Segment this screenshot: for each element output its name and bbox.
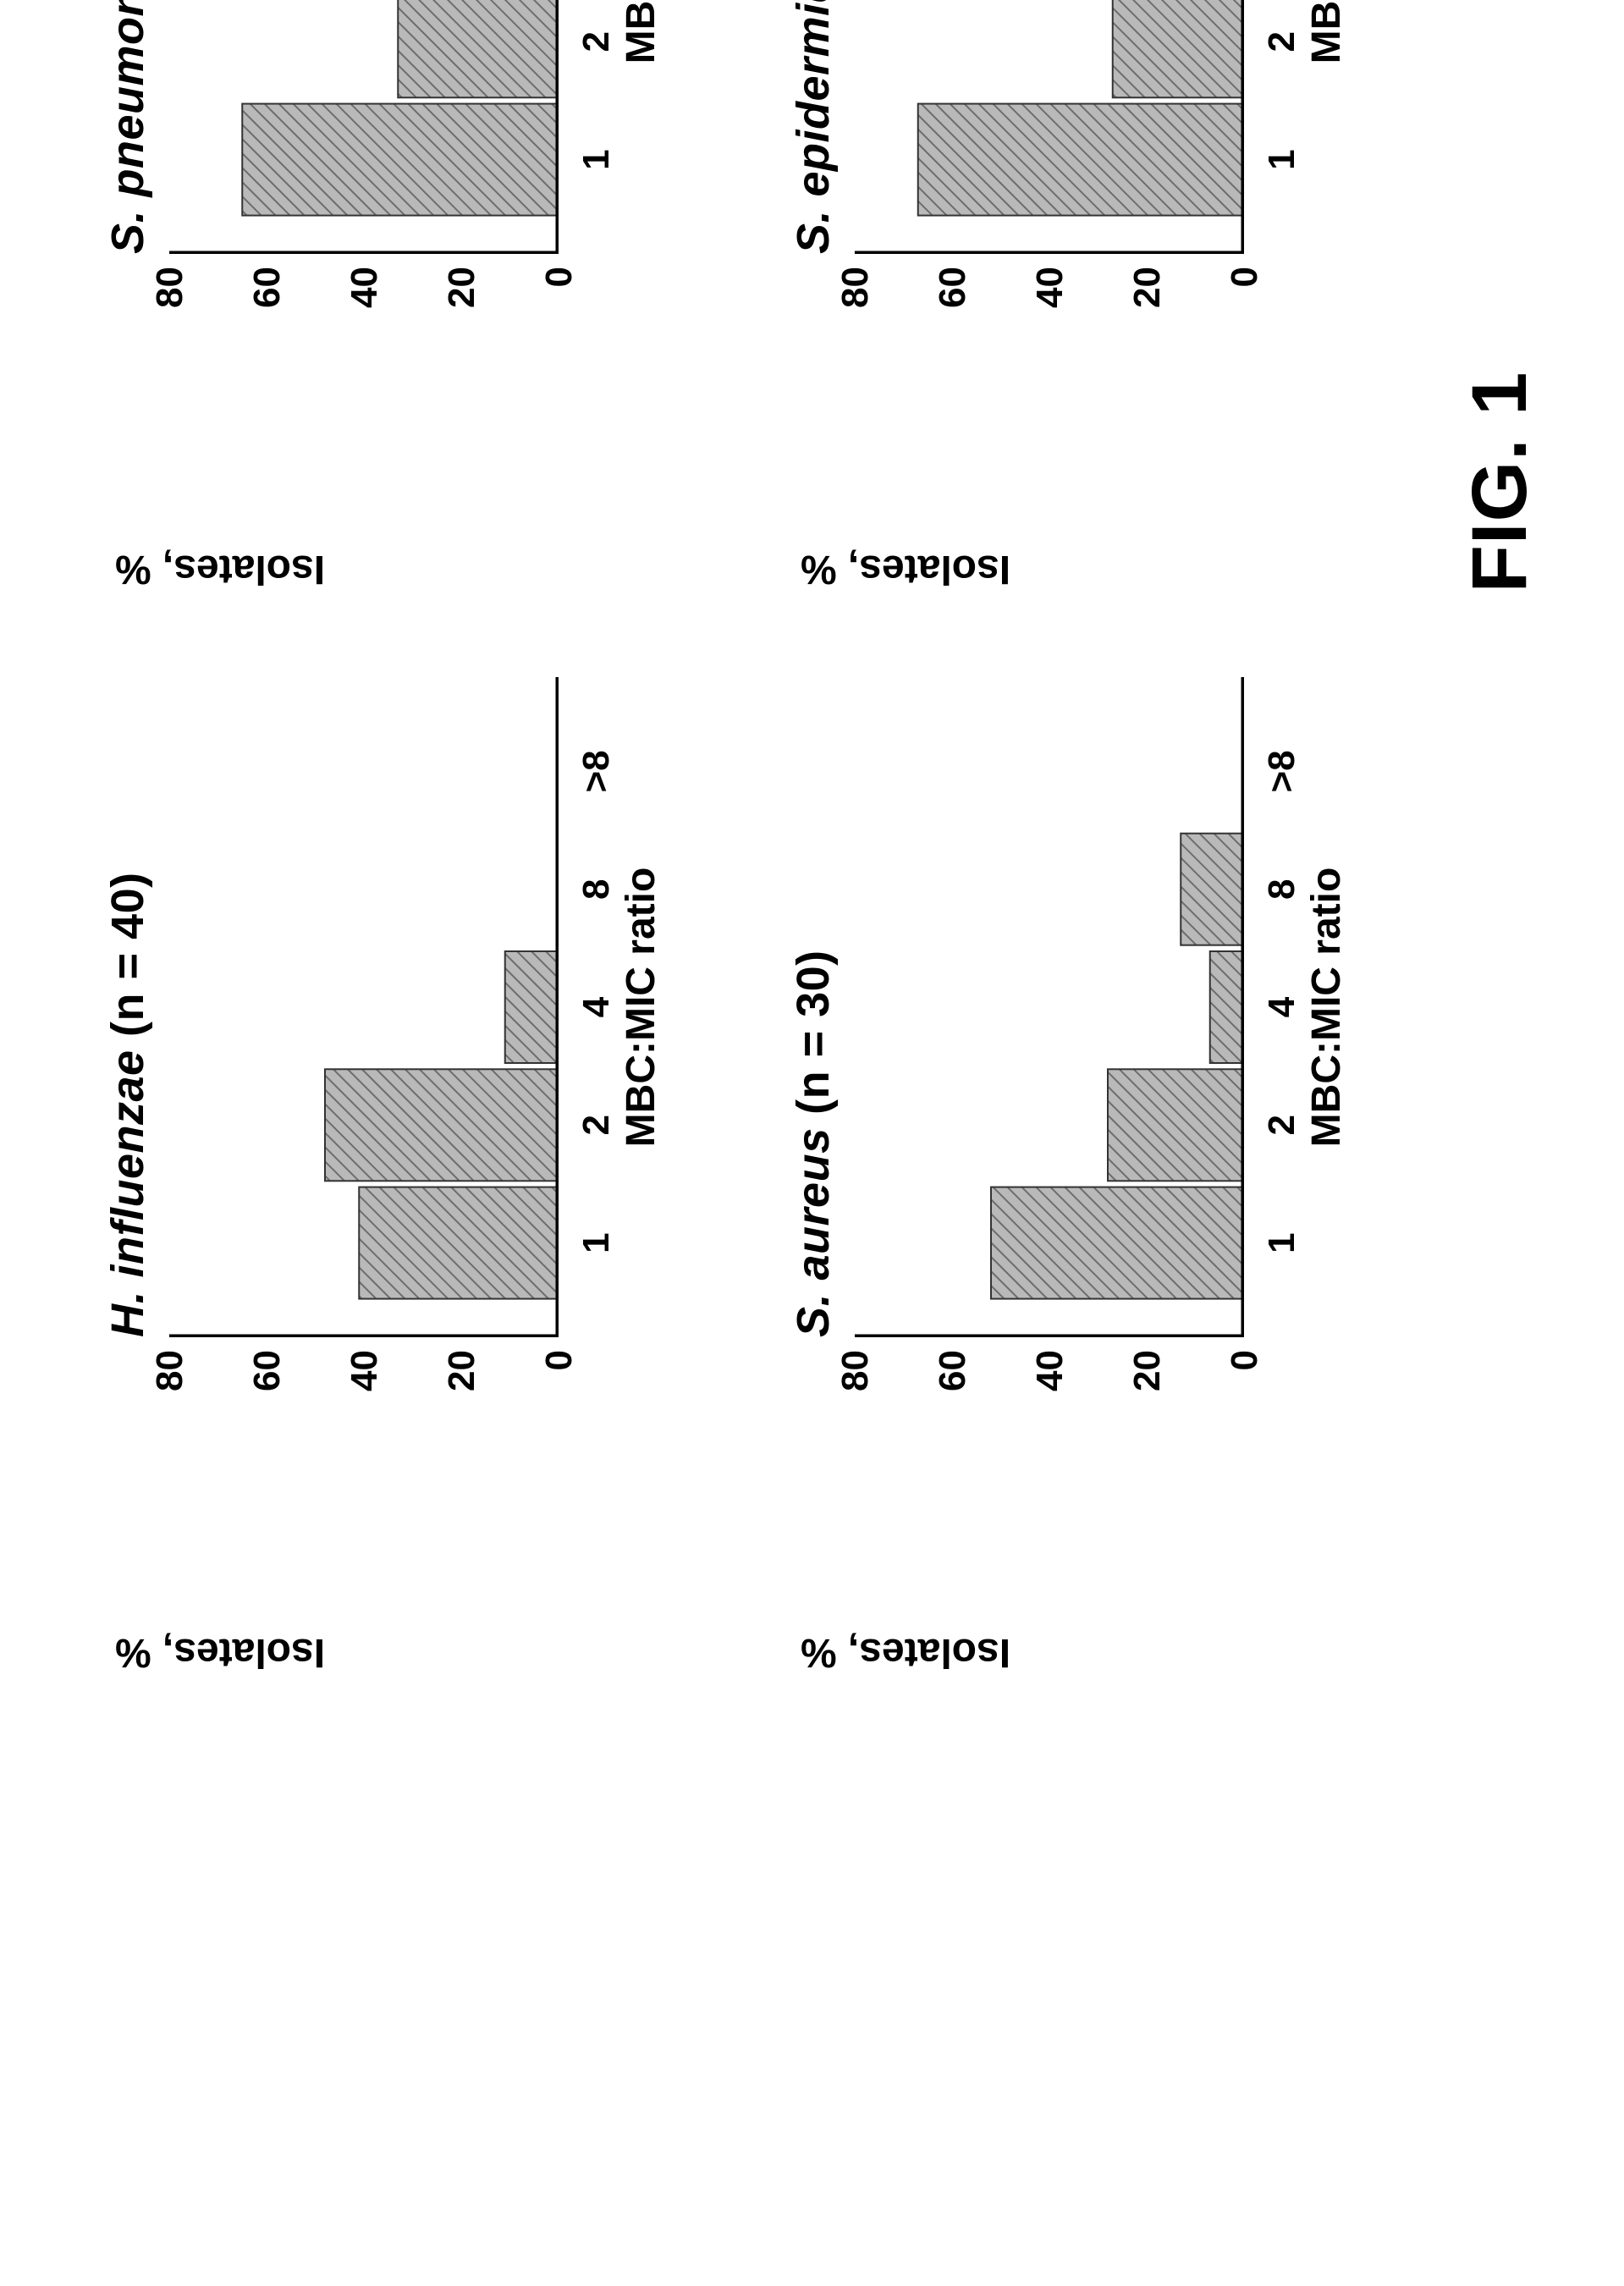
- panel-s-pneumoniae: S. pneumoniae (n = 35)Isolates, %MBC:MIC…: [102, 0, 694, 381]
- x-tick-label: >8: [1261, 729, 1303, 813]
- bar: [991, 1187, 1244, 1299]
- x-axis-label: MBC:MIC ratio: [1303, 677, 1350, 1337]
- plot-area: [855, 677, 1244, 1337]
- y-tick-label: 0: [538, 1350, 581, 1418]
- panel-title-s-epidermidis: S. epidermidis (n = 15): [787, 0, 840, 254]
- x-tick-label: >8: [575, 729, 618, 813]
- bar: [359, 1187, 559, 1299]
- y-axis-label: Isolates, %: [711, 1625, 1100, 1676]
- bar: [918, 104, 1244, 216]
- x-tick-label: 2: [575, 1082, 618, 1167]
- panel-title-s-aureus: S. aureus (n = 30): [787, 950, 840, 1337]
- bar: [1113, 0, 1244, 97]
- x-tick-label: 8: [575, 847, 618, 932]
- panel-title-s-pneumoniae: S. pneumoniae (n = 35): [102, 0, 154, 254]
- figure-stage: H. influenzae (n = 40) Isolates, % MBC:MIC…: [0, 0, 1624, 1625]
- y-tick-label: 0: [1224, 267, 1266, 334]
- x-tick-label: 4: [1261, 965, 1303, 1049]
- x-tick-label: 1: [575, 118, 618, 202]
- y-tick-label: 0: [1224, 1350, 1266, 1418]
- panel-s-aureus: S. aureus (n = 30)Isolates, %MBC:MIC rat…: [787, 550, 1379, 1464]
- bar: [505, 951, 559, 1063]
- y-tick-label: 40: [1029, 267, 1071, 334]
- y-tick-label: 80: [149, 1350, 191, 1418]
- panel-title-h-influenzae: H. influenzae (n = 40): [102, 872, 154, 1337]
- panel-title-italic: S. epidermidis: [788, 0, 839, 254]
- panel-title-italic: H. influenzae: [102, 1049, 153, 1337]
- x-tick-label: 1: [1261, 1201, 1303, 1286]
- panel-title-suffix: (n = 40): [102, 872, 153, 1049]
- y-tick-label: 80: [834, 267, 877, 334]
- x-tick-label: 8: [1261, 847, 1303, 932]
- bar: [1108, 1069, 1244, 1181]
- x-tick-label: 1: [575, 1201, 618, 1286]
- panel-title-suffix: (n = 30): [788, 950, 839, 1127]
- y-tick-label: 40: [344, 1350, 386, 1418]
- panel-h-influenzae: H. influenzae (n = 40)Isolates, %MBC:MIC…: [102, 550, 694, 1464]
- y-tick-label: 60: [246, 267, 289, 334]
- bar: [1210, 951, 1244, 1063]
- bar: [325, 1069, 559, 1181]
- plot-area: [855, 0, 1244, 254]
- panel-title-italic: S. aureus: [788, 1127, 839, 1337]
- y-tick-label: 20: [1126, 267, 1169, 334]
- y-axis-label: Isolates, %: [711, 542, 1100, 592]
- y-tick-label: 20: [1126, 1350, 1169, 1418]
- x-axis-label: MBC:MIC ratio: [618, 677, 664, 1337]
- y-tick-label: 40: [344, 267, 386, 334]
- x-axis-label: MBC:MIC ratio: [618, 0, 664, 254]
- y-tick-label: 40: [1029, 1350, 1071, 1418]
- y-tick-label: 80: [834, 1350, 877, 1418]
- y-tick-label: 0: [538, 267, 581, 334]
- y-axis-label: Isolates, %: [25, 542, 415, 592]
- x-tick-label: 2: [575, 0, 618, 84]
- panel-title-italic: S. pneumoniae: [102, 0, 153, 254]
- x-tick-label: 2: [1261, 1082, 1303, 1167]
- y-tick-label: 60: [932, 267, 974, 334]
- x-tick-label: 1: [1261, 118, 1303, 202]
- bar: [1181, 834, 1244, 945]
- x-axis-label: MBC:MIC ratio: [1303, 0, 1350, 254]
- plot-area: [169, 0, 559, 254]
- panel-grid: H. influenzae (n = 40) Isolates, % MBC:MIC…: [102, 0, 1379, 1464]
- x-tick-label: 2: [1261, 0, 1303, 84]
- y-tick-label: 60: [246, 1350, 289, 1418]
- x-tick-label: 4: [575, 965, 618, 1049]
- bar: [398, 0, 559, 97]
- panel-s-epidermidis: S. epidermidis (n = 15)Isolates, %MBC:MI…: [787, 0, 1379, 381]
- y-tick-label: 20: [441, 1350, 483, 1418]
- y-tick-label: 20: [441, 267, 483, 334]
- y-tick-label: 80: [149, 267, 191, 334]
- y-tick-label: 60: [932, 1350, 974, 1418]
- plot-area: [169, 677, 559, 1337]
- figure-caption: FIG. 1: [1456, 0, 1544, 1625]
- bar: [242, 104, 559, 216]
- y-axis-label: Isolates, %: [25, 1625, 415, 1676]
